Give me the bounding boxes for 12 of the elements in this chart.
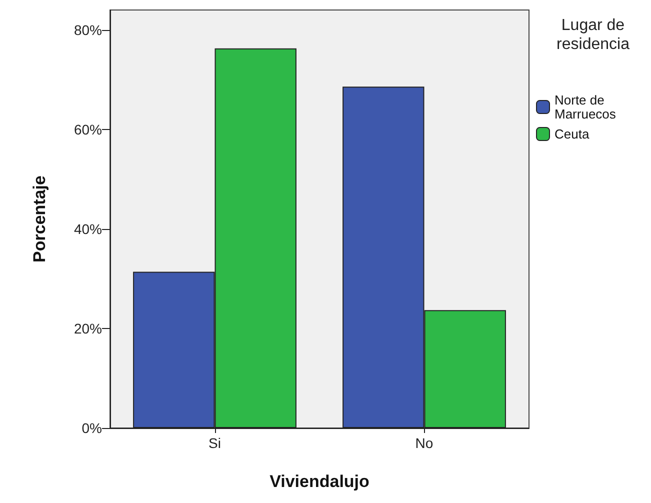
y-tick-label: 60% <box>74 121 102 138</box>
x-axis-title: Viviendalujo <box>270 472 370 491</box>
y-tick-label: 40% <box>74 220 102 237</box>
y-axis-title: Porcentaje <box>30 176 49 262</box>
y-tick-label: 20% <box>74 320 102 336</box>
x-tick-label: No <box>415 435 434 451</box>
x-tick-label: Si <box>208 435 221 451</box>
y-tick-label: 80% <box>74 22 102 38</box>
legend-title: Lugar de residencia <box>556 16 630 54</box>
legend-label: Norte de Marruecos <box>554 92 616 122</box>
legend-label: Ceuta <box>554 126 590 142</box>
y-tick-label: 0% <box>82 420 102 436</box>
